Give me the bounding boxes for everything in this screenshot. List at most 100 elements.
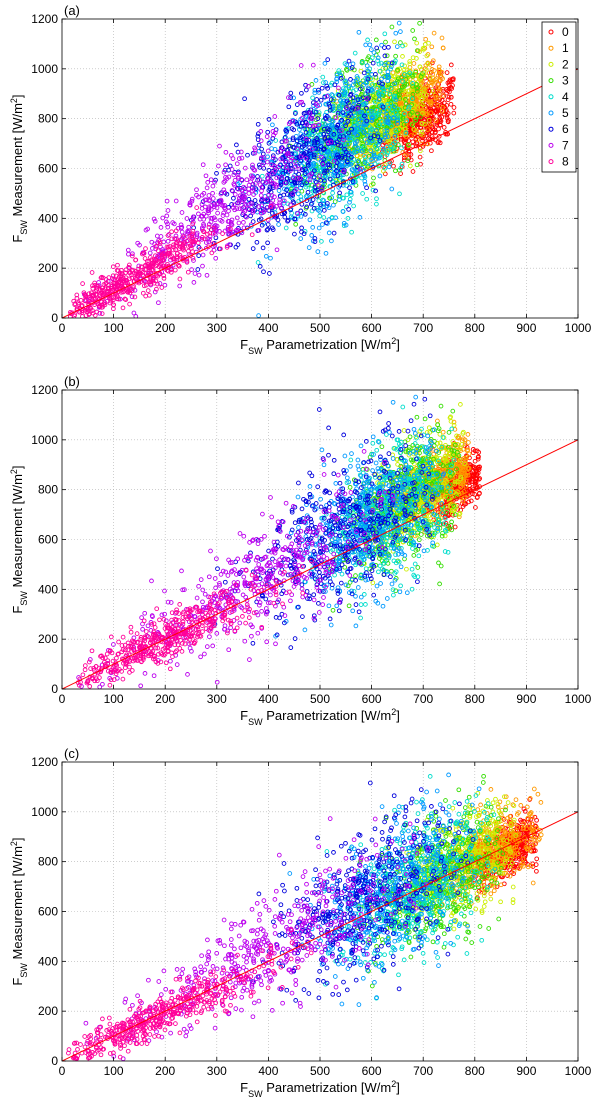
data-point bbox=[392, 60, 398, 66]
data-point bbox=[344, 159, 350, 164]
data-point bbox=[365, 37, 370, 43]
data-point bbox=[377, 68, 383, 74]
data-point bbox=[376, 92, 382, 98]
data-point bbox=[350, 103, 356, 108]
data-point bbox=[330, 152, 336, 158]
data-point bbox=[448, 94, 454, 100]
data-point bbox=[328, 177, 334, 182]
data-point bbox=[421, 87, 427, 93]
data-point bbox=[343, 78, 349, 84]
data-point bbox=[263, 253, 269, 259]
data-point bbox=[336, 68, 342, 73]
data-point bbox=[309, 233, 315, 238]
data-point bbox=[413, 91, 419, 97]
data-point bbox=[376, 97, 382, 102]
data-point bbox=[430, 58, 436, 64]
data-point bbox=[437, 70, 442, 76]
data-point bbox=[401, 122, 407, 127]
y-tick-label: 400 bbox=[38, 211, 58, 225]
data-point bbox=[441, 125, 447, 130]
data-point bbox=[333, 215, 338, 221]
data-point bbox=[403, 97, 408, 102]
data-point bbox=[393, 128, 399, 133]
data-point bbox=[341, 179, 346, 185]
data-point bbox=[348, 77, 353, 82]
x-tick-label: 500 bbox=[310, 321, 330, 335]
data-point bbox=[366, 69, 371, 75]
data-point bbox=[391, 163, 396, 169]
data-point bbox=[432, 130, 438, 136]
data-point bbox=[394, 44, 400, 49]
data-point bbox=[413, 117, 419, 123]
data-point bbox=[288, 95, 294, 100]
data-point bbox=[436, 95, 441, 101]
data-point bbox=[384, 144, 390, 150]
data-point bbox=[362, 178, 368, 184]
data-point bbox=[395, 118, 401, 123]
data-point bbox=[410, 86, 415, 92]
data-point bbox=[379, 92, 385, 98]
data-point bbox=[414, 48, 420, 53]
data-point bbox=[363, 80, 368, 86]
data-point bbox=[362, 160, 368, 165]
data-point bbox=[384, 53, 390, 59]
data-point bbox=[361, 121, 367, 127]
data-point bbox=[391, 146, 397, 152]
x-tick-label: 700 bbox=[413, 321, 433, 335]
data-point bbox=[368, 157, 374, 163]
data-point bbox=[345, 161, 351, 167]
data-point bbox=[444, 103, 450, 108]
data-point bbox=[315, 156, 321, 162]
legend-label: 3 bbox=[562, 74, 569, 88]
data-point bbox=[268, 255, 273, 261]
data-point bbox=[417, 114, 423, 120]
data-point bbox=[373, 156, 379, 162]
legend-label: 1 bbox=[562, 41, 569, 55]
data-point bbox=[439, 35, 445, 41]
data-point bbox=[410, 55, 416, 61]
data-point bbox=[343, 81, 348, 87]
data-point bbox=[360, 59, 365, 65]
data-point bbox=[365, 90, 371, 96]
data-point bbox=[415, 111, 420, 117]
data-point bbox=[296, 198, 302, 204]
data-point bbox=[248, 213, 253, 219]
data-point bbox=[317, 213, 323, 219]
data-point bbox=[389, 24, 395, 30]
data-point bbox=[422, 121, 428, 127]
data-point bbox=[390, 70, 396, 76]
data-point bbox=[373, 74, 379, 80]
data-point bbox=[343, 105, 349, 110]
data-point bbox=[304, 180, 309, 186]
data-point bbox=[379, 76, 384, 82]
data-point bbox=[306, 245, 312, 250]
data-point bbox=[313, 78, 319, 83]
data-point bbox=[323, 250, 329, 256]
data-point bbox=[398, 40, 403, 45]
data-point bbox=[402, 82, 408, 87]
data-point bbox=[417, 93, 423, 99]
data-point bbox=[407, 70, 412, 76]
data-point bbox=[345, 216, 351, 221]
data-point bbox=[385, 134, 391, 139]
data-point bbox=[368, 127, 373, 133]
data-point bbox=[407, 59, 413, 64]
data-point bbox=[406, 142, 411, 148]
legend-label: 5 bbox=[562, 106, 569, 120]
data-point bbox=[417, 64, 423, 70]
data-point bbox=[266, 116, 272, 122]
data-point bbox=[295, 191, 301, 197]
data-point bbox=[347, 185, 352, 191]
data-point bbox=[395, 78, 400, 84]
data-point bbox=[451, 110, 457, 116]
data-point bbox=[433, 118, 439, 123]
data-point bbox=[330, 104, 336, 109]
data-point bbox=[321, 80, 326, 85]
data-point bbox=[439, 114, 445, 120]
data-point bbox=[261, 269, 266, 275]
data-point bbox=[428, 99, 434, 105]
data-point bbox=[362, 173, 367, 178]
y-tick-label: 600 bbox=[38, 162, 58, 176]
data-point bbox=[436, 126, 441, 132]
data-point bbox=[413, 69, 418, 75]
